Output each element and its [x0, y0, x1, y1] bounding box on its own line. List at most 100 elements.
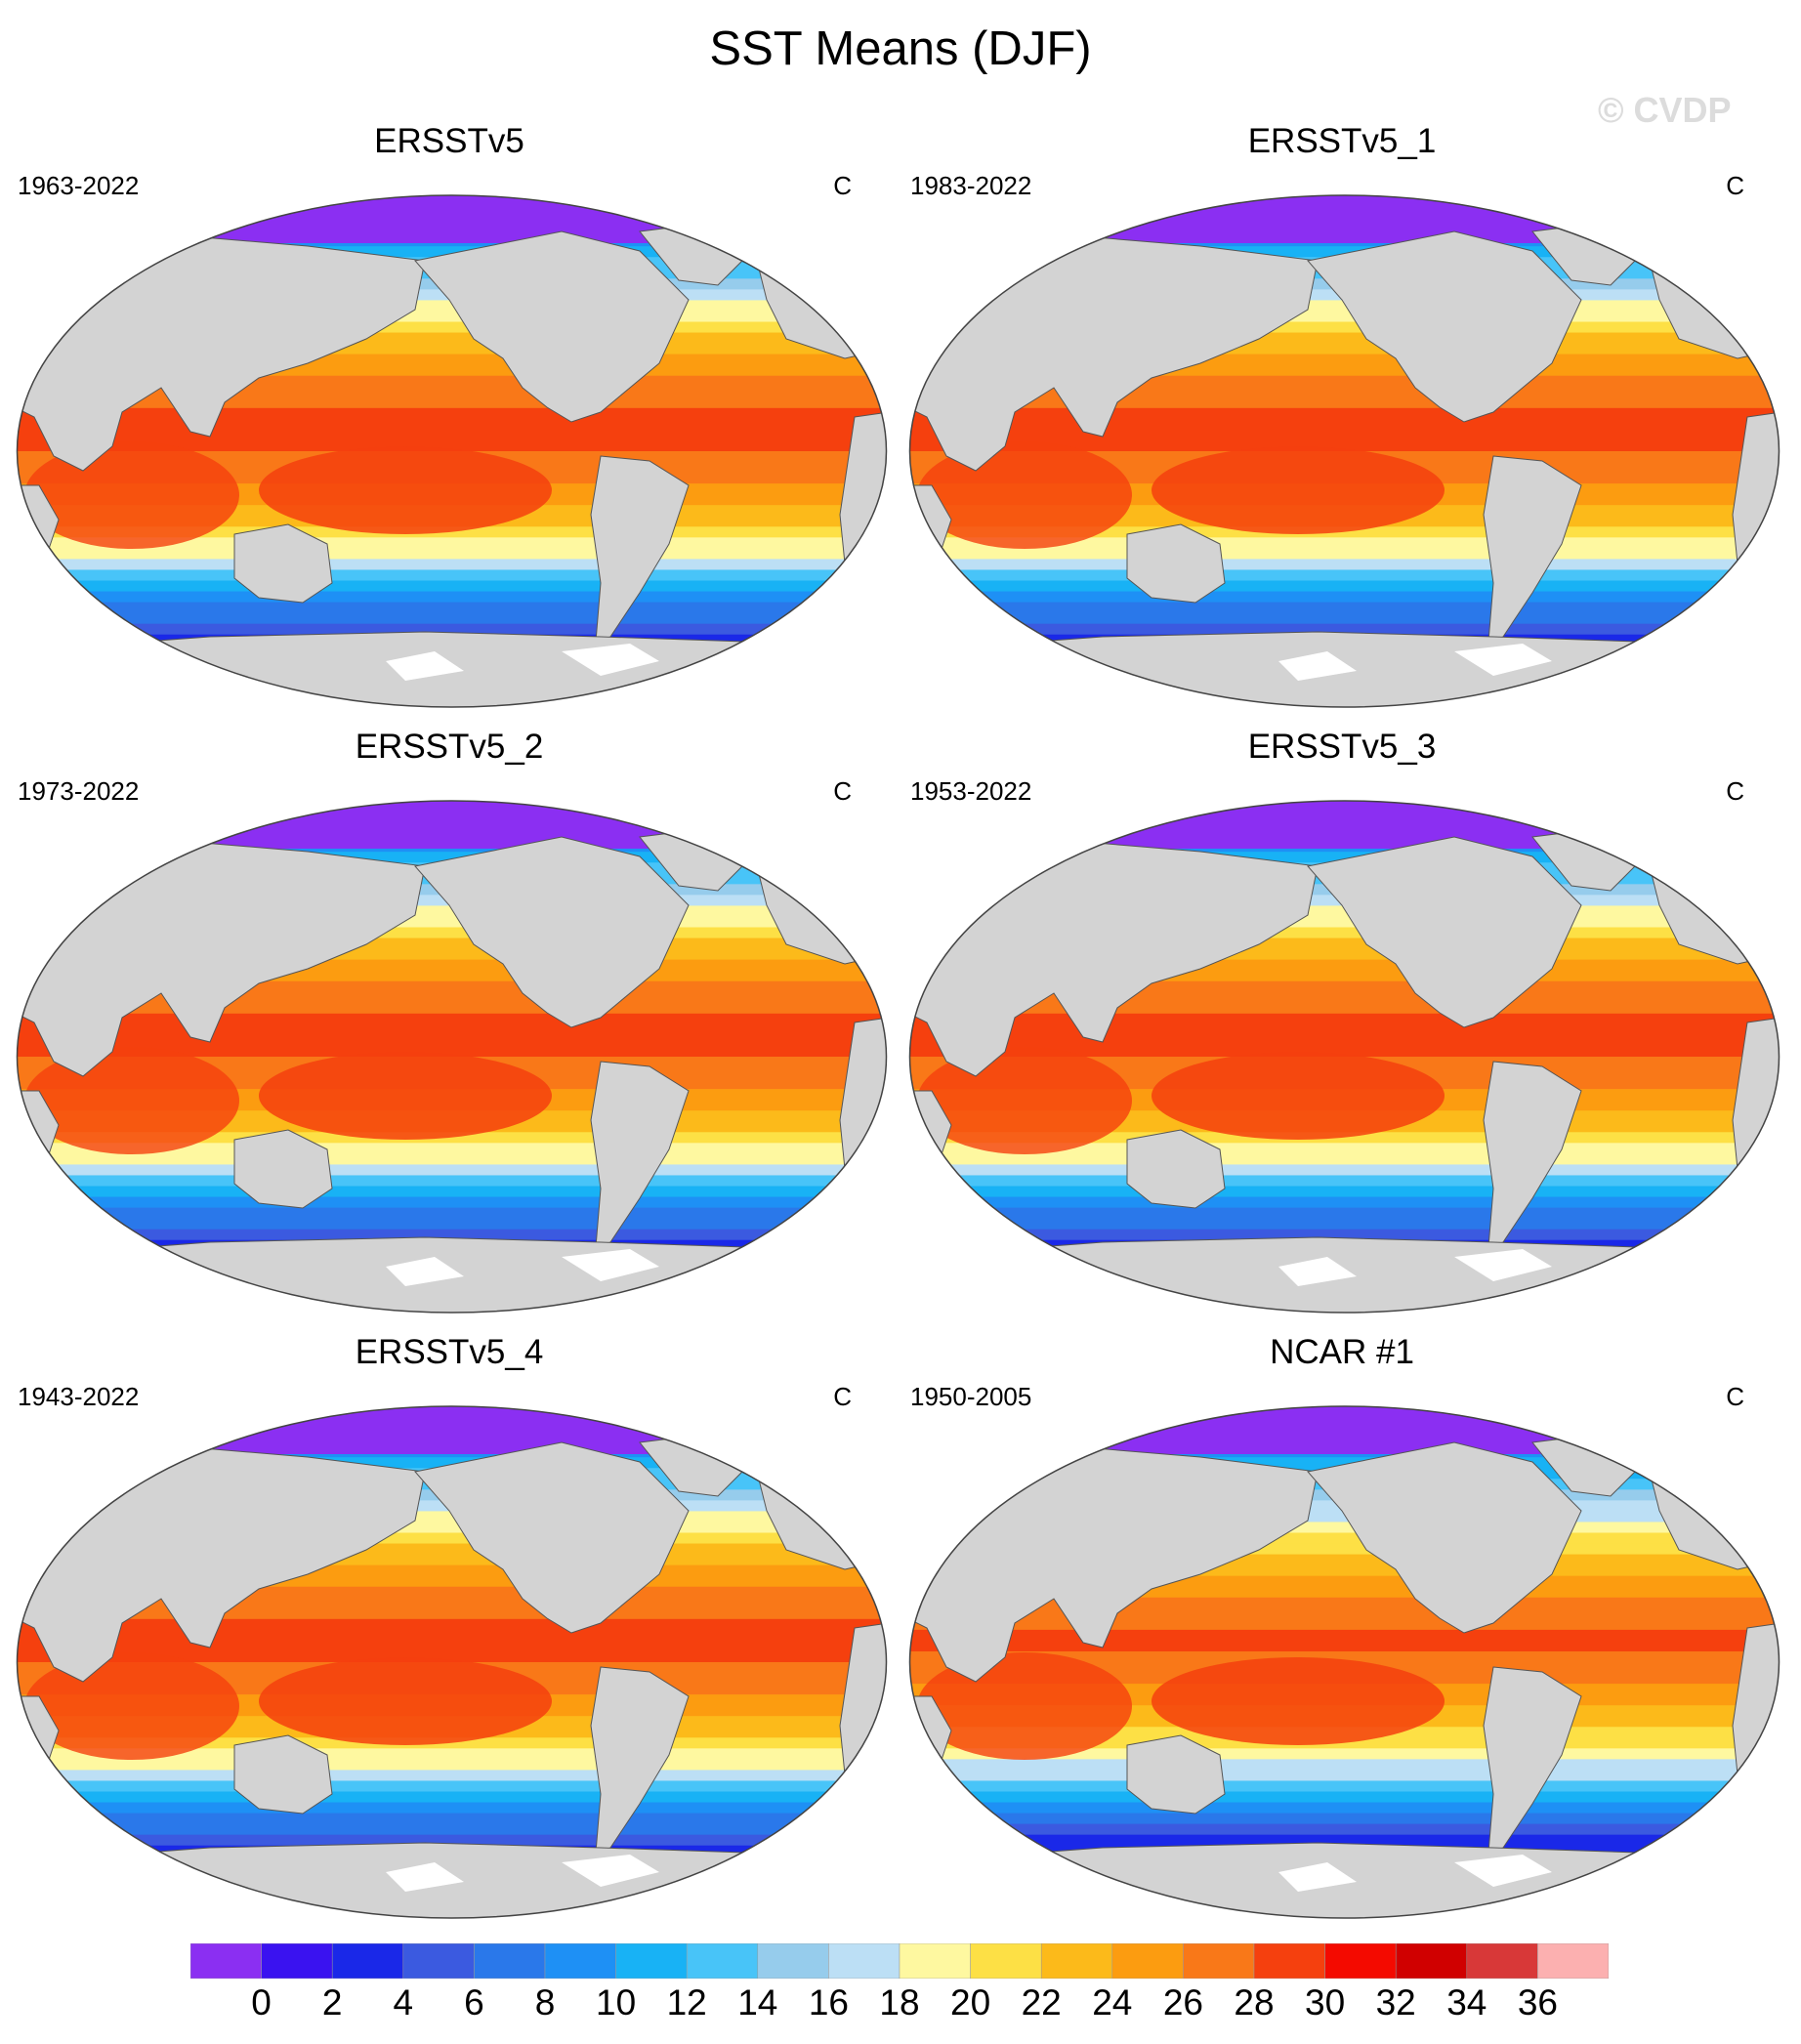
arctic-ocean — [17, 1406, 887, 1454]
sst-band — [909, 1207, 1780, 1220]
panel-units: C — [833, 1382, 852, 1411]
colorbar-swatch — [1324, 1943, 1397, 1979]
land-mass — [1307, 836, 1582, 1028]
land-mass — [590, 455, 690, 643]
sst-band — [909, 1229, 1780, 1241]
colorbar-tick-label: 24 — [1092, 1982, 1133, 2023]
colorbar-swatch — [1040, 1943, 1113, 1979]
sst-band — [17, 526, 887, 538]
sst-band — [909, 1586, 1780, 1599]
sst-band — [17, 1143, 887, 1154]
colorbar-swatch — [757, 1943, 829, 1979]
sst-band — [909, 1759, 1780, 1772]
sea-ice — [386, 1862, 464, 1892]
colorbar-tick-label: 0 — [251, 1982, 272, 2023]
sst-band — [17, 1132, 887, 1144]
sst-band — [909, 1607, 1780, 1620]
colorbar-tick-label: 4 — [393, 1982, 414, 2023]
colorbar-tick-label: 10 — [596, 1982, 637, 2023]
sst-band — [17, 1802, 887, 1815]
map-panel: ERSSTv5_2 1973-2022 C — [0, 728, 899, 1314]
sst-band — [17, 938, 887, 950]
sst-band — [909, 1164, 1780, 1177]
sst-band — [17, 1629, 887, 1642]
panel-title: ERSSTv5_3 — [1247, 728, 1437, 766]
sst-band — [17, 1759, 887, 1772]
sst-band — [909, 311, 1780, 323]
sst-band — [909, 526, 1780, 538]
panel-period: 1950-2005 — [910, 1382, 1032, 1411]
sst-band — [909, 1640, 1780, 1652]
colorbar-tick-label: 34 — [1446, 1982, 1487, 2023]
sst-band — [909, 569, 1780, 582]
sst-band — [909, 246, 1780, 258]
colorbar — [190, 1943, 1609, 1979]
sea-ice — [562, 1855, 659, 1887]
sst-band — [17, 580, 887, 593]
land-mass — [1126, 1734, 1226, 1815]
warm-pool — [259, 1657, 552, 1745]
sst-band — [909, 429, 1780, 441]
sst-band — [17, 311, 887, 323]
land-mass — [1483, 1666, 1582, 1854]
sst-band — [909, 1575, 1780, 1588]
sst-band — [17, 980, 887, 993]
sst-band — [17, 1748, 887, 1760]
sea-ice — [562, 1249, 659, 1281]
sst-band — [909, 1153, 1780, 1166]
colorbar-swatch — [1111, 1943, 1184, 1979]
sst-band — [17, 559, 887, 571]
sst-band — [17, 1002, 887, 1015]
sst-band — [17, 1013, 887, 1025]
sst-band — [909, 1543, 1780, 1556]
panel-period: 1983-2022 — [910, 171, 1032, 200]
sst-band — [909, 1175, 1780, 1188]
colorbar-swatch — [899, 1943, 971, 1979]
sst-band — [909, 1013, 1780, 1025]
sst-band — [17, 959, 887, 972]
land-mass — [1307, 230, 1582, 423]
panel-title: ERSSTv5 — [374, 122, 524, 160]
sea-ice — [562, 644, 659, 676]
sst-band — [17, 1650, 887, 1663]
figure-title: SST Means (DJF) — [709, 22, 1092, 75]
land-mass — [590, 1666, 690, 1854]
map-frame — [16, 194, 888, 708]
sst-band — [17, 1175, 887, 1188]
colorbar-swatch — [686, 1943, 759, 1979]
colorbar-swatch — [1537, 1943, 1609, 1979]
colorbar-swatch — [190, 1943, 262, 1979]
sst-band — [17, 602, 887, 614]
colorbar-labels: 0 2 4 6 8 10 12 14 16 18 20 22 24 26 28 30 32 34 36 — [190, 1982, 1609, 2025]
colorbar-swatch — [331, 1943, 404, 1979]
sst-band — [17, 916, 887, 929]
sea-ice — [386, 1257, 464, 1286]
sst-band — [17, 1023, 887, 1036]
colorbar-swatch — [615, 1943, 688, 1979]
warm-pool — [259, 1052, 552, 1140]
sst-band — [17, 537, 887, 549]
sst-map — [908, 194, 1780, 708]
land-mass — [1126, 1129, 1226, 1209]
colorbar-tick-label: 30 — [1305, 1982, 1346, 2023]
colorbar-swatch — [544, 1943, 616, 1979]
sst-band — [909, 1511, 1780, 1523]
sst-band — [17, 1196, 887, 1209]
sst-band — [909, 343, 1780, 355]
sst-band — [17, 300, 887, 313]
sst-band — [17, 246, 887, 258]
land-mass — [414, 230, 690, 423]
sst-band — [909, 1780, 1780, 1793]
colorbar-tick-label: 22 — [1021, 1982, 1062, 2023]
sst-band — [17, 1229, 887, 1241]
sst-band — [17, 354, 887, 366]
sst-band — [17, 1586, 887, 1599]
sea-ice — [1278, 1257, 1357, 1286]
sst-band — [909, 1132, 1780, 1144]
sst-band — [909, 591, 1780, 604]
sst-band — [17, 1780, 887, 1793]
sst-band — [909, 1023, 1780, 1036]
arctic-ocean — [909, 1406, 1780, 1454]
sst-band — [909, 386, 1780, 398]
sst-band — [17, 1511, 887, 1523]
